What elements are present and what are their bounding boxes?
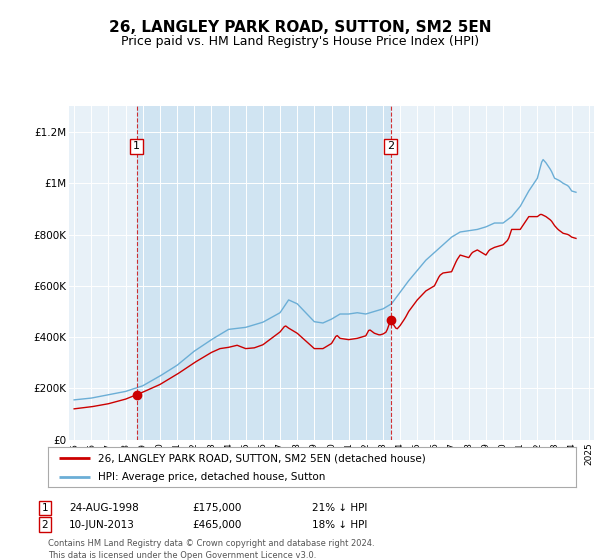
Text: £175,000: £175,000 <box>192 503 241 513</box>
Text: 18% ↓ HPI: 18% ↓ HPI <box>312 520 367 530</box>
Text: £465,000: £465,000 <box>192 520 241 530</box>
Text: 1: 1 <box>133 141 140 151</box>
Text: 26, LANGLEY PARK ROAD, SUTTON, SM2 5EN: 26, LANGLEY PARK ROAD, SUTTON, SM2 5EN <box>109 20 491 35</box>
Text: 2: 2 <box>41 520 49 530</box>
Text: 10-JUN-2013: 10-JUN-2013 <box>69 520 135 530</box>
Text: 26, LANGLEY PARK ROAD, SUTTON, SM2 5EN (detached house): 26, LANGLEY PARK ROAD, SUTTON, SM2 5EN (… <box>98 453 426 463</box>
Text: Price paid vs. HM Land Registry's House Price Index (HPI): Price paid vs. HM Land Registry's House … <box>121 35 479 48</box>
Text: 1: 1 <box>41 503 49 513</box>
Text: Contains HM Land Registry data © Crown copyright and database right 2024.
This d: Contains HM Land Registry data © Crown c… <box>48 539 374 559</box>
Bar <box>137 106 391 440</box>
Text: HPI: Average price, detached house, Sutton: HPI: Average price, detached house, Sutt… <box>98 472 326 482</box>
Text: 2: 2 <box>387 141 394 151</box>
Text: 24-AUG-1998: 24-AUG-1998 <box>69 503 139 513</box>
Text: 21% ↓ HPI: 21% ↓ HPI <box>312 503 367 513</box>
